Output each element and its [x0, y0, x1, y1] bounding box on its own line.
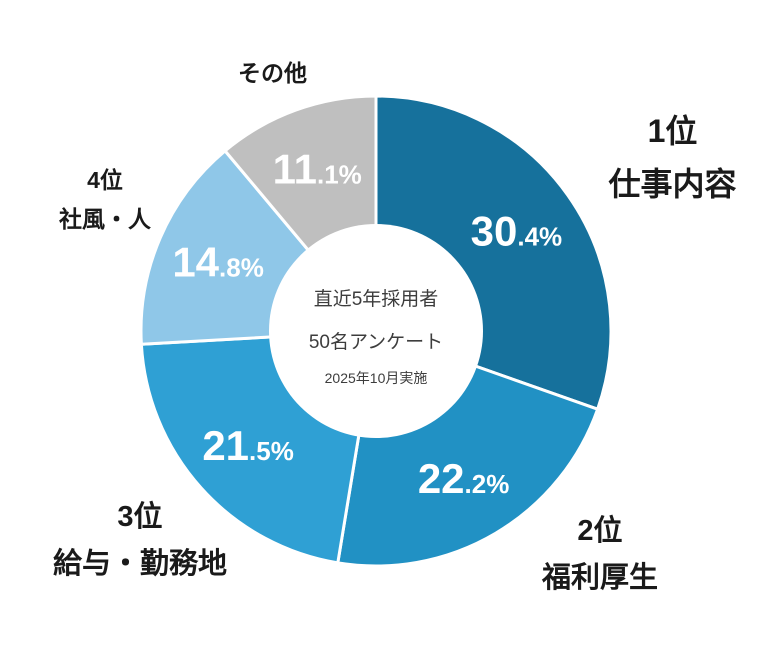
slice-callout-other: その他 [210, 58, 335, 89]
slice-rank: 3位 [117, 501, 163, 533]
slice-rank: 2位 [577, 515, 623, 547]
slice-value-label-4: 14.8% [172, 239, 264, 286]
slice-name: 給与・勤務地 [52, 548, 227, 581]
slice-callout-2: 2位 福利厚生 [500, 512, 700, 598]
center-text-line-2: 50名アンケート [308, 332, 444, 353]
donut-center-text: 直近5年採用者 50名アンケート 2025年10月実施 [309, 284, 443, 388]
center-text-line-3: 2025年10月実施 [324, 370, 428, 386]
donut-hole [269, 224, 483, 438]
slice-value-label-5: 11.1% [273, 145, 362, 192]
slice-name: その他 [238, 60, 307, 86]
slice-callout-1: 1位 仕事内容 [575, 110, 770, 206]
slice-rank: 4位 [87, 167, 123, 193]
slice-value-label-3: 21.5% [202, 422, 294, 469]
slice-rank: 1位 [647, 113, 698, 149]
slice-value-label-1: 30.4% [471, 208, 563, 255]
slice-name: 福利厚生 [541, 562, 658, 595]
center-text-line-1: 直近5年採用者 [313, 289, 439, 310]
slice-name: 社風・人 [59, 206, 151, 233]
slice-name: 仕事内容 [608, 166, 737, 203]
slice-callout-3: 3位 給与・勤務地 [15, 498, 265, 584]
slice-value-label-2: 22.2% [418, 455, 510, 502]
slice-callout-4: 4位 社風・人 [25, 165, 185, 235]
